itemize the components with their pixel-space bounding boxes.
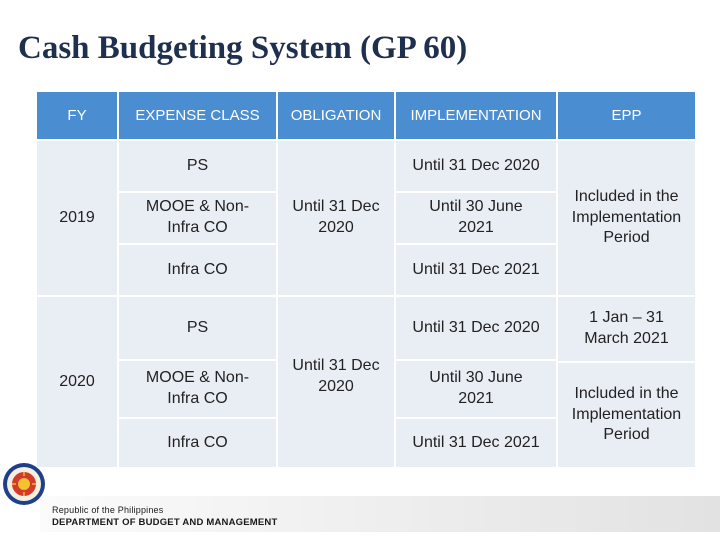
epp-2019: Included in the Implementation Period (558, 141, 695, 295)
fy-2020-cell: 2020 (37, 297, 117, 467)
expense-ps-2020: PS (119, 297, 276, 359)
implementation-mooe-2019: Until 30 June 2021 (396, 193, 556, 243)
header-implementation: IMPLEMENTATION (396, 92, 556, 139)
header-fy: FY (37, 92, 117, 139)
implementation-ps-2020: Until 31 Dec 2020 (396, 297, 556, 359)
implementation-ps-2019: Until 31 Dec 2020 (396, 141, 556, 191)
implementation-mooe-2020: Until 30 June 2021 (396, 361, 556, 417)
epp-2020: Included in the Implementation Period (558, 363, 695, 467)
footer-department: DEPARTMENT OF BUDGET AND MANAGEMENT (52, 517, 278, 528)
header-obligation: OBLIGATION (278, 92, 394, 139)
expense-infra-2019: Infra CO (119, 245, 276, 295)
expense-ps-2019: PS (119, 141, 276, 191)
dbm-seal-icon (3, 463, 45, 505)
implementation-infra-2019: Until 31 Dec 2021 (396, 245, 556, 295)
header-expense-class: EXPENSE CLASS (119, 92, 276, 139)
epp-ps-2020: 1 Jan – 31 March 2021 (558, 297, 695, 361)
implementation-infra-2020: Until 31 Dec 2021 (396, 419, 556, 467)
expense-infra-2020: Infra CO (119, 419, 276, 467)
obligation-2020: Until 31 Dec 2020 (278, 297, 394, 467)
obligation-2019: Until 31 Dec 2020 (278, 141, 394, 295)
header-epp: EPP (558, 92, 695, 139)
fy-2019-cell: 2019 (37, 141, 117, 295)
page-title: Cash Budgeting System (GP 60) (18, 30, 468, 66)
footer-republic: Republic of the Philippines (52, 505, 164, 515)
expense-mooe-2020: MOOE & Non-Infra CO (119, 361, 276, 417)
expense-mooe-2019: MOOE & Non-Infra CO (119, 193, 276, 243)
footer-bar (40, 496, 720, 532)
